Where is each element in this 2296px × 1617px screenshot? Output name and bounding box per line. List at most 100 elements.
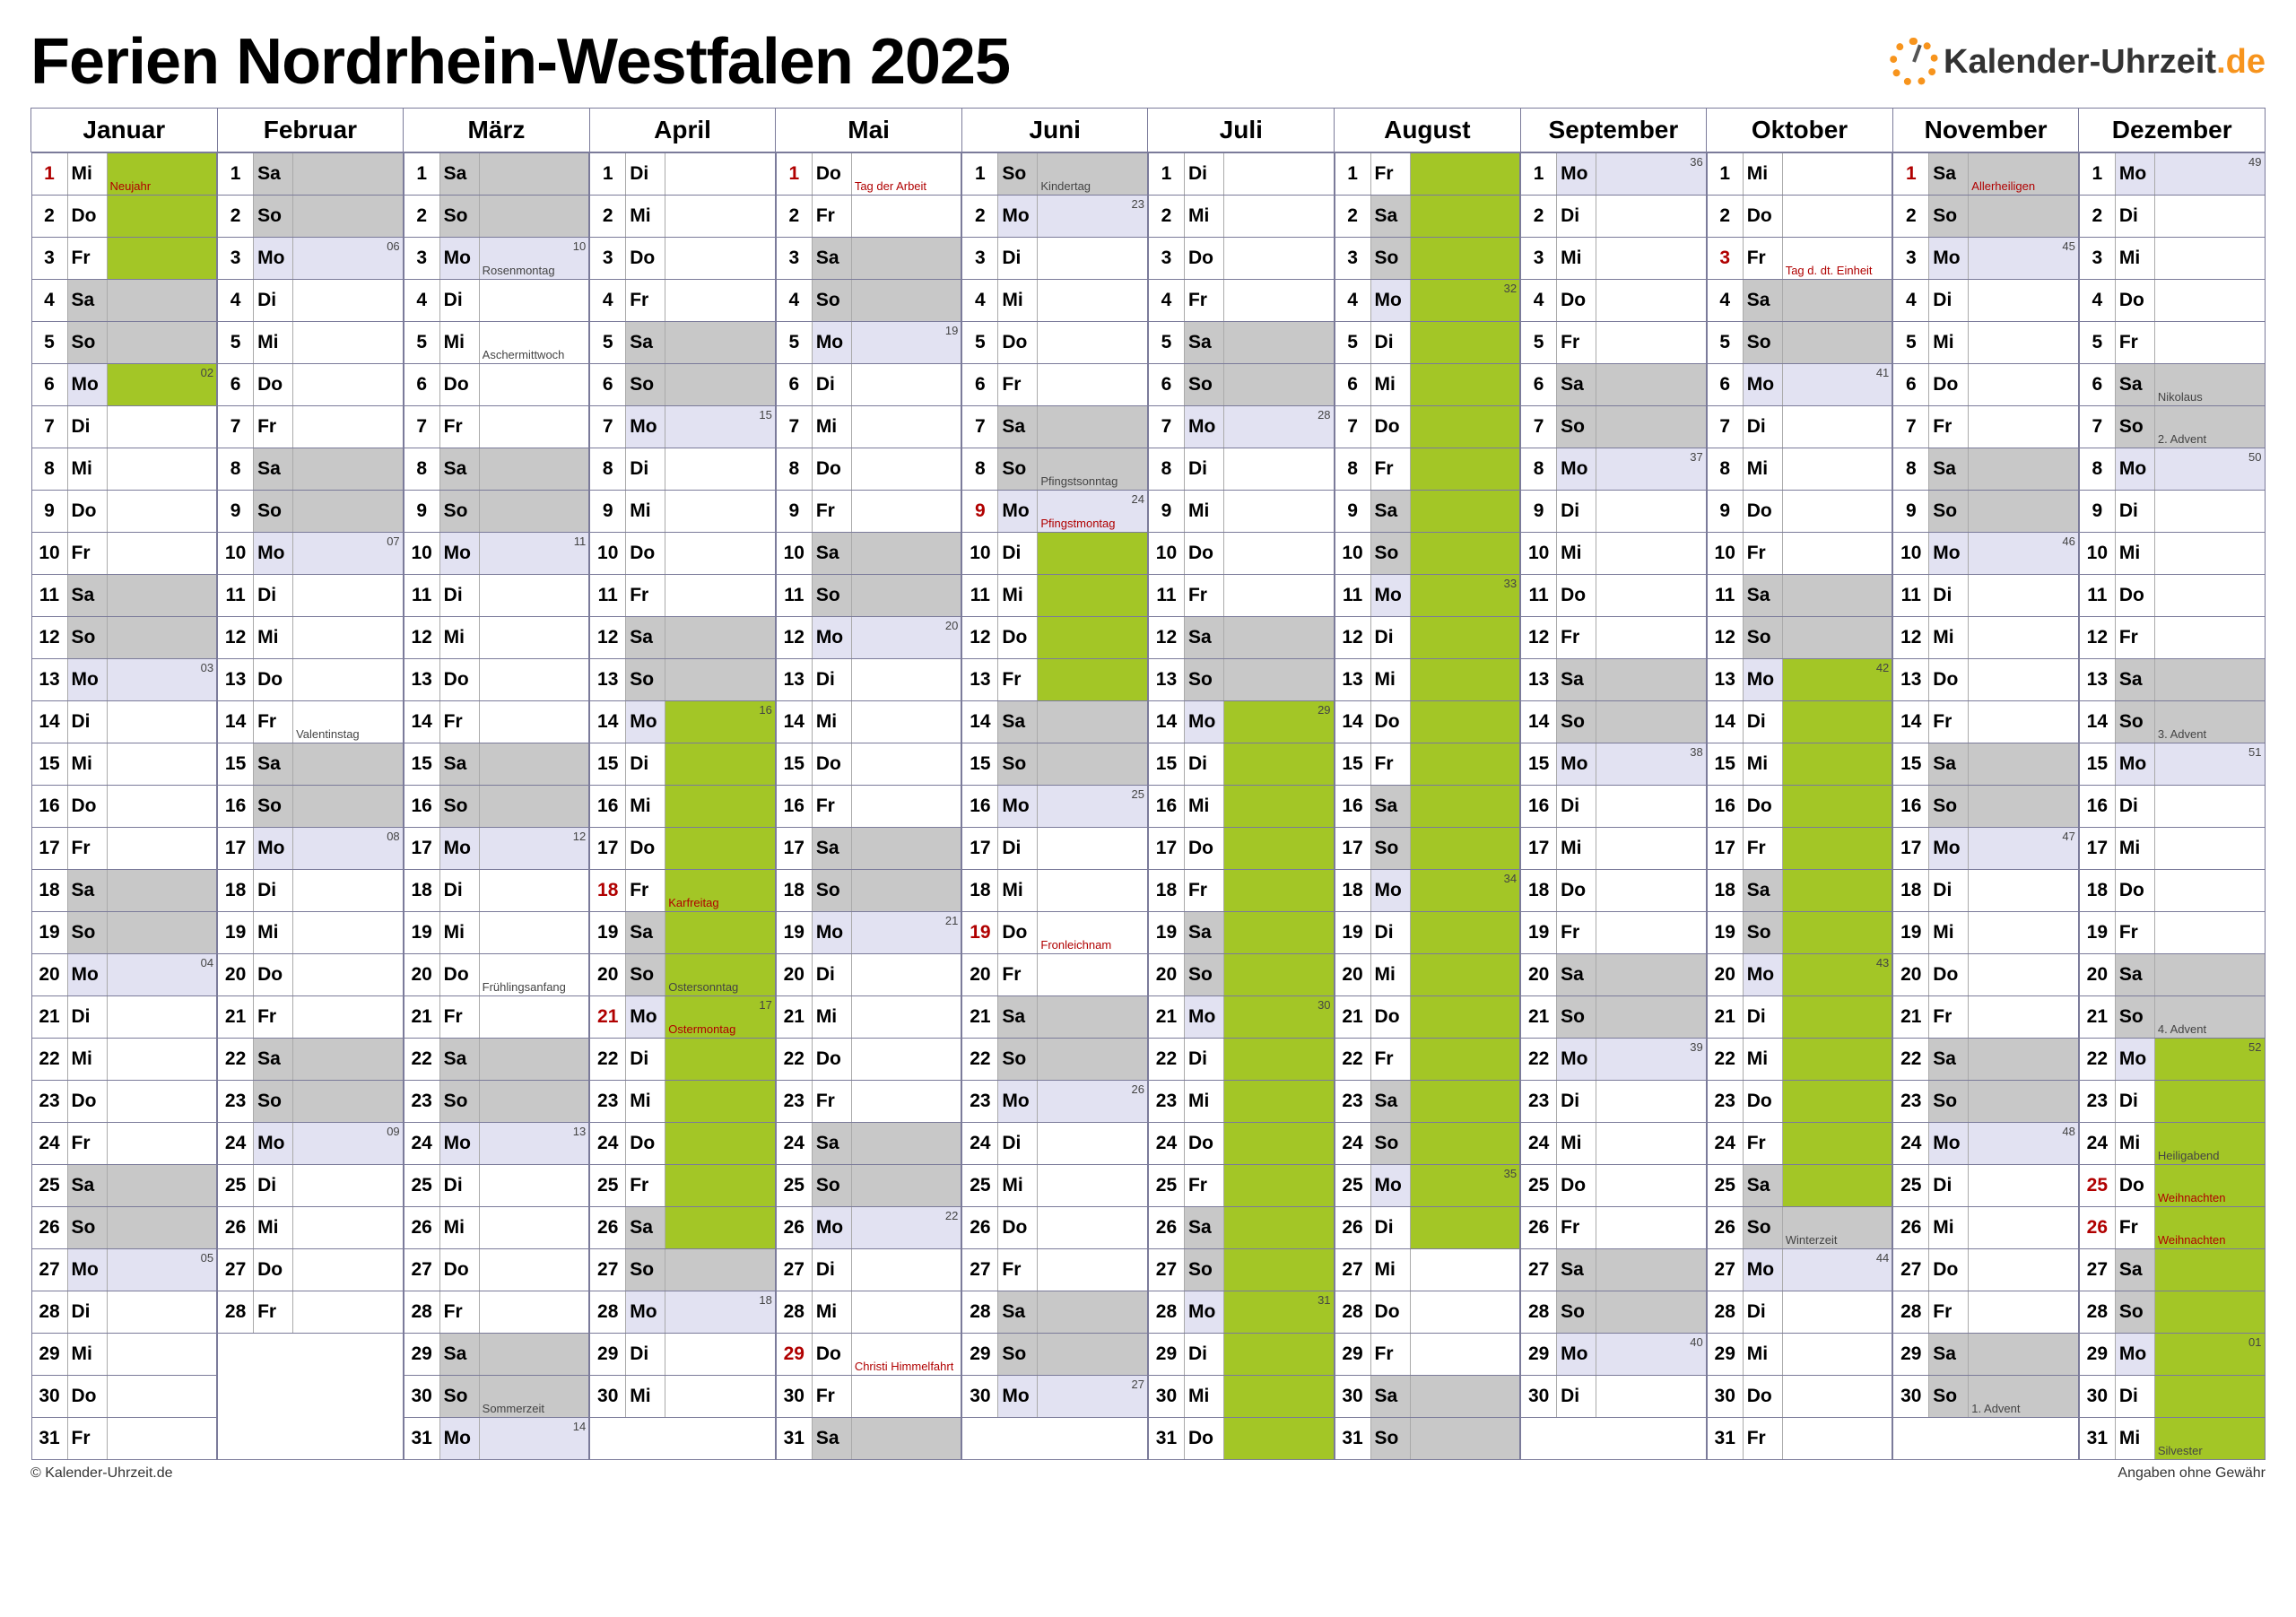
day-number: 7: [777, 406, 813, 448]
day-number: 29: [1521, 1334, 1557, 1375]
day-body: Tag d. dt. Einheit: [1783, 238, 1892, 279]
weekday-label: Mi: [1557, 1123, 1596, 1164]
weekday-label: Fr: [254, 406, 293, 448]
weekday-label: So: [1371, 828, 1411, 869]
day-cell: 5Mi: [217, 321, 404, 364]
day-cell: 9So: [404, 490, 590, 533]
day-cell: 19Mi: [1892, 911, 2079, 954]
day-cell: 11Di: [217, 574, 404, 617]
weekday-label: Di: [1185, 153, 1224, 195]
day-body: [1596, 870, 1706, 911]
day-number: 5: [777, 322, 813, 363]
day-body: [1783, 1418, 1892, 1459]
day-body: [1596, 1291, 1706, 1333]
disclaimer: Angaben ohne Gewähr: [2118, 1465, 2266, 1482]
day-cell: 6So: [1148, 363, 1335, 406]
day-body: [2155, 659, 2265, 700]
weekday-label: So: [1185, 659, 1224, 700]
calendar-table: JanuarFebruarMärzAprilMaiJuniJuliAugustS…: [30, 108, 2266, 1460]
day-body: [1969, 1334, 2078, 1375]
day-cell: 28Di: [31, 1291, 218, 1334]
day-body: [665, 1207, 775, 1248]
day-number: 11: [962, 575, 998, 616]
day-cell: 16Di: [2079, 785, 2266, 828]
weekday-label: Mi: [626, 1376, 665, 1417]
day-cell: 5Sa: [1148, 321, 1335, 364]
weekday-label: Mo: [998, 1376, 1038, 1417]
day-number: 3: [1708, 238, 1744, 279]
weekday-label: Fr: [1185, 280, 1224, 321]
weekday-label: Sa: [813, 828, 852, 869]
day-body: 50: [2155, 448, 2265, 490]
day-cell: 30Fr: [776, 1375, 962, 1418]
day-number: 29: [1149, 1334, 1185, 1375]
day-number: 4: [1708, 280, 1744, 321]
weekday-label: Do: [626, 238, 665, 279]
day-number: 19: [590, 912, 626, 953]
weekday-label: Fr: [68, 1418, 108, 1459]
day-body: [1596, 1123, 1706, 1164]
day-number: 16: [1149, 786, 1185, 827]
day-cell: 26SoWinterzeit: [1707, 1206, 1893, 1249]
day-body: [293, 406, 403, 448]
day-cell: 24Mo13: [404, 1122, 590, 1165]
day-body: [1411, 491, 1520, 532]
day-body: Christi Himmelfahrt: [852, 1334, 961, 1375]
day-body: [1596, 617, 1706, 658]
day-body: 38: [1596, 743, 1706, 785]
day-body: 41: [1783, 364, 1892, 405]
week-number: 02: [201, 366, 213, 379]
day-cell: 8Di: [589, 448, 776, 491]
weekday-label: Fr: [813, 196, 852, 237]
day-cell: 16Fr: [776, 785, 962, 828]
day-number: 8: [404, 448, 440, 490]
day-body: [2155, 196, 2265, 237]
weekday-label: So: [1929, 491, 1969, 532]
day-cell: 21Di: [31, 995, 218, 1039]
day-body: [1969, 954, 2078, 995]
day-body: [1783, 575, 1892, 616]
weekday-label: Sa: [254, 1039, 293, 1080]
day-body: 06: [293, 238, 403, 279]
day-number: 25: [1893, 1165, 1929, 1206]
weekday-label: Do: [254, 954, 293, 995]
day-body: [293, 196, 403, 237]
day-number: 31: [404, 1418, 440, 1459]
weekday-label: So: [998, 1334, 1038, 1375]
day-cell: 27Mi: [1335, 1248, 1521, 1291]
weekday-label: Di: [626, 743, 665, 785]
day-cell: 2Do: [1707, 195, 1893, 238]
day-body: 32: [1411, 280, 1520, 321]
day-number: 24: [1149, 1123, 1185, 1164]
weekday-label: Sa: [998, 1291, 1038, 1333]
day-number: 6: [1893, 364, 1929, 405]
day-cell: 29Mo01: [2079, 1333, 2266, 1376]
day-number: 13: [1708, 659, 1744, 700]
day-cell: 14FrValentinstag: [217, 700, 404, 743]
day-body: [2155, 575, 2265, 616]
weekday-label: Mi: [813, 406, 852, 448]
weekday-label: Di: [1371, 617, 1411, 658]
day-body: [1783, 153, 1892, 195]
day-number: 24: [218, 1123, 254, 1164]
day-body: [665, 280, 775, 321]
weekday-label: Do: [440, 364, 480, 405]
day-body: [852, 533, 961, 574]
day-number: 24: [32, 1123, 68, 1164]
day-cell: 30SoSommerzeit: [404, 1375, 590, 1418]
day-cell: 23Mi: [589, 1080, 776, 1123]
day-number: 26: [1893, 1207, 1929, 1248]
weekday-label: Do: [68, 196, 108, 237]
week-number: 04: [201, 956, 213, 969]
footer: © Kalender-Uhrzeit.de Angaben ohne Gewäh…: [30, 1465, 2266, 1482]
weekday-label: Fr: [626, 575, 665, 616]
day-number: 20: [218, 954, 254, 995]
day-cell: 4Fr: [589, 279, 776, 322]
day-number: 9: [1708, 491, 1744, 532]
day-cell: 11So: [776, 574, 962, 617]
month-header: Februar: [217, 109, 404, 152]
day-body: [1224, 743, 1334, 785]
day-number: 26: [1521, 1207, 1557, 1248]
day-cell: 23Fr: [776, 1080, 962, 1123]
day-cell: 26Mi: [217, 1206, 404, 1249]
